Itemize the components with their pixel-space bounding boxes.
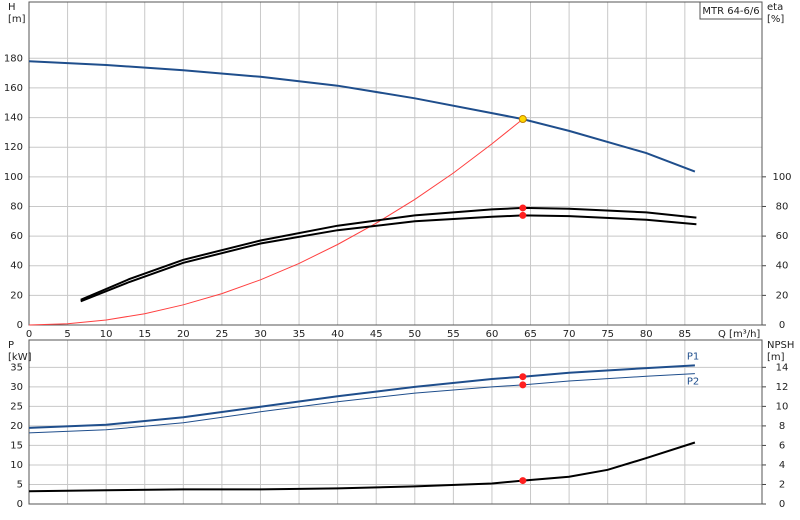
- plot-frame: [28, 339, 763, 505]
- x-tick-label: 20: [177, 329, 190, 340]
- title-box: [699, 1, 763, 20]
- x-tick-label: 25: [216, 329, 229, 340]
- curve: [28, 118, 524, 326]
- y-axis-label: P: [8, 340, 14, 351]
- x-tick-label: 70: [563, 329, 576, 340]
- x-tick-label: 60: [486, 329, 499, 340]
- series-label: P2: [687, 377, 699, 388]
- y2-tick-label: 0: [779, 320, 785, 331]
- chart-title: MTR 64-6/6: [702, 6, 759, 17]
- operating-point: [519, 373, 527, 381]
- y-tick-label: 20: [10, 421, 23, 432]
- y2-tick-label: 10: [776, 401, 789, 412]
- series-label: P1: [687, 351, 699, 362]
- y2-tick-label: 100: [772, 172, 791, 183]
- curve: [80, 206, 697, 301]
- y-tick-label: 140: [4, 113, 23, 124]
- y2-tick-label: 8: [779, 421, 785, 432]
- y-tick-label: 10: [10, 460, 23, 471]
- x-axis-label: Q [m³/h]: [718, 329, 760, 340]
- curve: [28, 364, 695, 429]
- x-tick-label: 65: [524, 329, 537, 340]
- y-tick-label: 100: [4, 172, 23, 183]
- y2-tick-label: 80: [776, 201, 789, 212]
- y2-tick-label: 0: [779, 499, 785, 510]
- y-tick-label: 35: [10, 362, 23, 373]
- x-tick-label: 10: [100, 329, 113, 340]
- x-tick-label: 50: [408, 329, 421, 340]
- y-tick-label: 60: [10, 231, 23, 242]
- x-tick-label: 55: [447, 329, 460, 340]
- x-tick-label: 85: [678, 329, 691, 340]
- operating-point: [519, 381, 527, 389]
- operating-point: [518, 115, 527, 124]
- y-axis-label: H: [8, 2, 16, 13]
- y-tick-label: 15: [10, 440, 23, 451]
- operating-point: [519, 477, 527, 485]
- y-tick-label: 160: [4, 83, 23, 94]
- y-tick-label: 0: [17, 320, 23, 331]
- y-tick-label: 5: [17, 479, 23, 490]
- operating-point: [519, 211, 527, 219]
- plot-frame: [28, 1, 763, 326]
- curve: [80, 214, 697, 303]
- y-tick-label: 80: [10, 201, 23, 212]
- y2-tick-label: 40: [776, 261, 789, 272]
- curve: [28, 373, 695, 434]
- y2-axis-label: [m]: [767, 352, 785, 363]
- x-tick-label: 0: [26, 329, 32, 340]
- y2-tick-label: 14: [776, 362, 789, 373]
- curve: [28, 441, 696, 493]
- operating-point: [519, 204, 527, 212]
- y2-tick-label: 2: [779, 479, 785, 490]
- x-tick-label: 5: [64, 329, 70, 340]
- y2-axis-label: [%]: [767, 14, 784, 25]
- y-tick-label: 180: [4, 53, 23, 64]
- y2-tick-label: 60: [776, 231, 789, 242]
- y2-axis-label: NPSH: [767, 340, 794, 351]
- x-tick-label: 45: [370, 329, 383, 340]
- x-tick-label: 75: [601, 329, 614, 340]
- y-tick-label: 120: [4, 142, 23, 153]
- y-tick-label: 40: [10, 261, 23, 272]
- y-axis-label: [m]: [8, 14, 26, 25]
- x-tick-label: 35: [293, 329, 306, 340]
- x-tick-label: 80: [640, 329, 653, 340]
- x-tick-label: 30: [254, 329, 267, 340]
- y-tick-label: 25: [10, 401, 23, 412]
- y2-tick-label: 4: [779, 460, 785, 471]
- y-tick-label: 0: [17, 499, 23, 510]
- y2-axis-label: eta: [767, 2, 783, 13]
- x-tick-label: 15: [138, 329, 151, 340]
- y2-tick-label: 6: [779, 440, 785, 451]
- y2-tick-label: 12: [776, 382, 789, 393]
- y2-tick-label: 20: [776, 290, 789, 301]
- x-tick-label: 40: [331, 329, 344, 340]
- curve: [28, 60, 696, 173]
- y-tick-label: 30: [10, 382, 23, 393]
- y-tick-label: 20: [10, 290, 23, 301]
- y-axis-label: [kW]: [8, 352, 32, 363]
